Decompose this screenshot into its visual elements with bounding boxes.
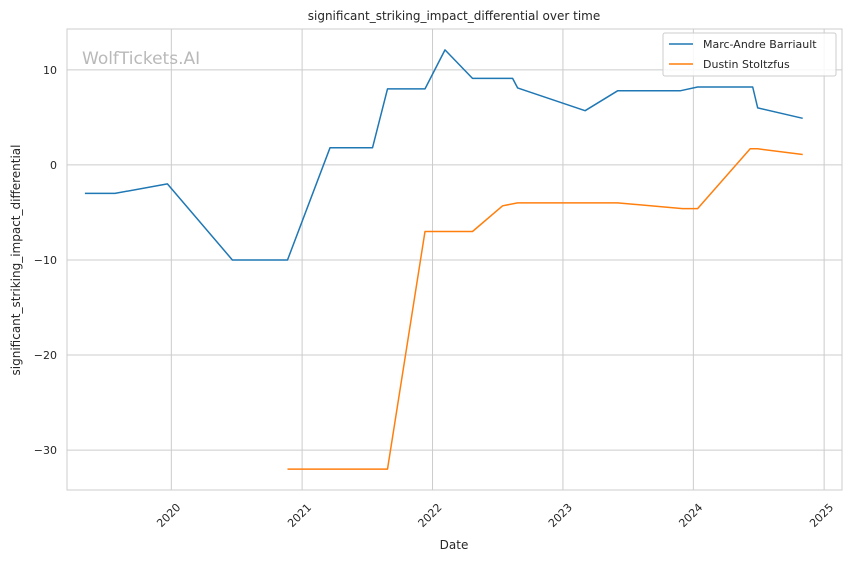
watermark: WolfTickets.AI <box>82 49 200 69</box>
series-line-marc-andre-barriault <box>84 49 803 261</box>
legend: Marc-Andre Barriault Dustin Stoltzfus <box>662 32 837 77</box>
x-axis-title: Date <box>440 538 469 552</box>
y-tick-label: 10 <box>43 64 57 77</box>
series-lines <box>84 49 803 470</box>
y-tick-label: −30 <box>34 444 57 457</box>
y-tick-label: 0 <box>50 159 57 172</box>
legend-box <box>662 32 837 77</box>
series-line-dustin-stoltzfus <box>287 148 803 470</box>
y-tick-label: −10 <box>34 254 57 267</box>
y-axis-title: significant_striking_impact_differential <box>9 145 23 376</box>
grid <box>67 29 842 490</box>
y-tick-labels: 10 0 −10 −20 −30 <box>34 64 57 457</box>
legend-label-dustin-stoltzfus: Dustin Stoltzfus <box>703 58 790 71</box>
y-tick-label: −20 <box>34 349 57 362</box>
plot-frame <box>66 28 843 491</box>
legend-label-marc-andre-barriault: Marc-Andre Barriault <box>703 38 817 51</box>
chart-title: significant_striking_impact_differential… <box>308 9 600 23</box>
